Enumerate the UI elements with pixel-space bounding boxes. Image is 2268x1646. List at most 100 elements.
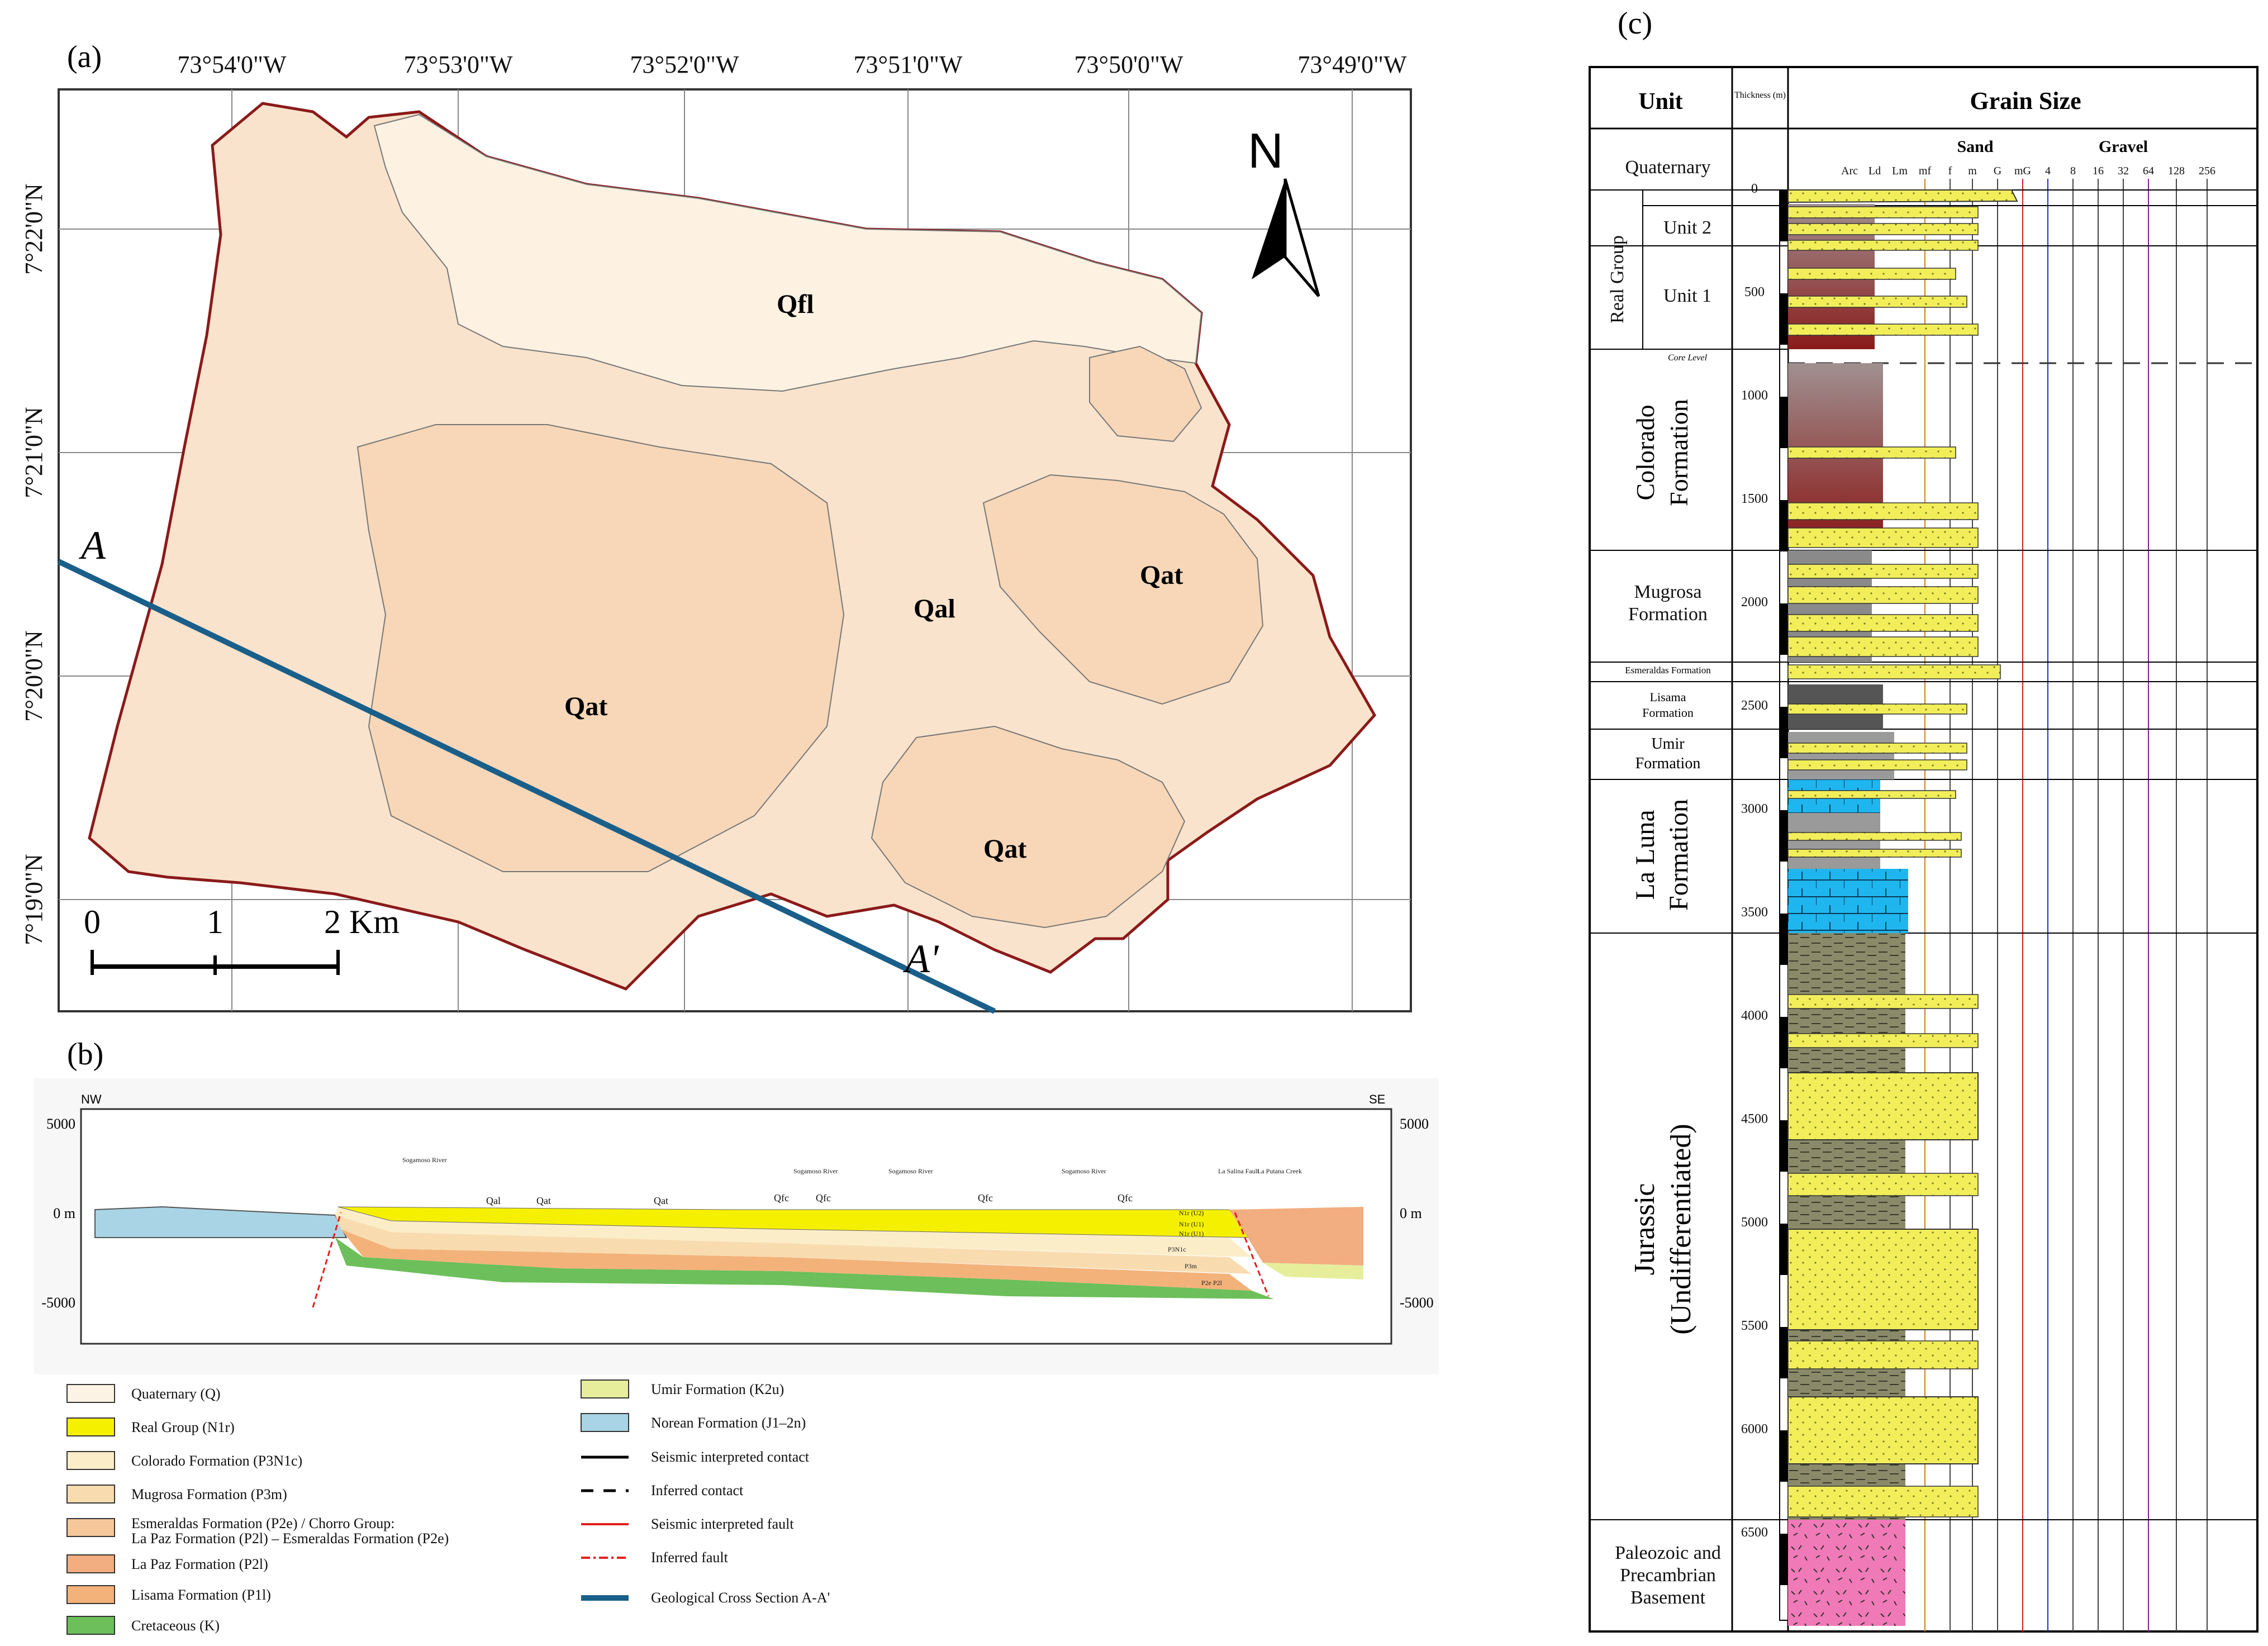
colorado-layer [335,1207,1252,1257]
qat-zone-west [356,424,845,872]
fault-label-1: La Salina Fault [1218,1167,1259,1175]
layer-label-1: N1r (U2) [1179,1209,1204,1217]
depth-4500: 4500 [1741,1112,1768,1126]
depth-5500: 5500 [1741,1319,1768,1333]
grain-tick-8: 8 [2070,165,2076,177]
core-level-label: Core Level [1668,353,1708,363]
lon-label-6: 73°49'0"W [1297,51,1406,78]
lith-jurassic-sand-1 [1787,1072,1979,1140]
grain-size-gridlines [1924,179,2208,1631]
legend-label-colorado: Colorado Formation (P3N1c) [131,1453,302,1469]
unit-lisama: Lisama [1650,690,1686,704]
legend-label-esmeraldas-2: La Paz Formation (P2l) – Esmeraldas Form… [131,1530,449,1547]
grain-tick-lm: Lm [1892,165,1908,177]
unit-labels: Quaternary Unit 2 Unit 1 Real Group Colo… [1607,157,1721,1608]
legend-label-la-paz: La Paz Formation (P2l) [131,1556,268,1572]
north-label: N [1248,123,1283,178]
inferred-fault-east [1234,1212,1269,1297]
lon-label-5: 73°50'0"W [1074,51,1183,78]
legend-right-column: Umir Formation (K2u) Norean Formation (J… [581,1379,830,1606]
legend-label-esmeraldas: Esmeraldas Formation (P2e) / Chorro Grou… [131,1515,395,1531]
depth-2000: 2000 [1741,595,1768,610]
latitude-labels: 7°22'0"N 7°21'0"N 7°20'0"N 7°19'0"N [20,183,47,945]
legend-label-lisama: Lisama Formation (P1l) [131,1587,271,1603]
inferred-fault-west [312,1212,342,1308]
lat-label-4: 7°19'0"N [20,854,47,945]
qat-zone-southeast [871,725,1186,929]
lith-jurassic-sand-2 [1787,1229,1979,1330]
grain-tick-256: 256 [2199,165,2215,177]
unit-basement-3: Basement [1630,1587,1706,1608]
left-tick-0: 0 m [53,1205,75,1221]
legend-label-norean: Norean Formation (J1–2n) [651,1415,806,1431]
header-thickness: Thickness (m) [1734,91,1786,100]
legend-swatch-quaternary [66,1384,115,1403]
se-label: SE [1369,1092,1385,1106]
unit-colorado-2: Formation [1665,399,1693,506]
lith-jurassic-sand-3 [1787,1396,1979,1464]
depth-1000: 1000 [1741,388,1768,403]
legend-swatch-mugrosa [66,1485,115,1504]
lon-label-4: 73°51'0"W [853,51,962,78]
legend-label-quaternary: Quaternary (Q) [131,1386,221,1402]
right-tick-minus5000: -5000 [1400,1295,1434,1311]
depth-6000: 6000 [1741,1422,1768,1436]
lith-quaternary [1787,189,2018,203]
lon-label-1: 73°54'0"W [177,51,286,78]
grain-tick-ld: Ld [1868,165,1881,177]
surface-label-qfc-4: Qfc [1118,1192,1133,1203]
unit-mugrosa: Mugrosa [1634,582,1702,602]
mugrosa-layer [335,1215,1252,1274]
unit-umir: Umir [1651,735,1685,753]
grain-tick-mf: mf [1919,165,1932,177]
lat-label-1: 7°22'0"N [20,183,47,274]
unit-umir-2: Formation [1635,755,1701,772]
legend-left-column: Quaternary (Q) Real Group (N1r) Colorado… [66,1384,449,1635]
legend-label-seismic-contact: Seismic interpreted contact [651,1449,810,1465]
legend-label-cross-section: Geological Cross Section A-A' [651,1590,830,1606]
right-tick-5000: 5000 [1400,1116,1429,1132]
legend-swatch-cretaceous [66,1616,115,1635]
river-label-1: Sogamoso River [793,1167,838,1175]
grain-tick-arc: Arc [1841,165,1858,177]
panel-label-a: (a) [67,40,102,74]
legend-swatch-real-group [66,1417,115,1436]
section-start-label: A [79,523,106,568]
left-tick-minus5000: -5000 [41,1295,75,1311]
unit-label-qfl: Qfl [777,289,814,319]
grain-tick-32: 32 [2118,165,2129,177]
grain-tick-f: f [1948,165,1952,177]
legend-swatch-la-paz [66,1554,115,1573]
unit-esmeraldas: Esmeraldas Formation [1625,665,1711,675]
legend-label-umir: Umir Formation (K2u) [651,1381,784,1397]
depth-1500: 1500 [1741,492,1768,506]
surface-label-qal: Qal [486,1195,501,1206]
left-tick-5000: 5000 [46,1116,75,1132]
layer-label-4: P3N1c [1168,1245,1186,1253]
depth-3000: 3000 [1741,802,1768,816]
la-paz-layer [1229,1207,1363,1266]
unit-colorado: Colorado [1631,405,1660,500]
depth-2500: 2500 [1741,698,1768,713]
legend-label-inferred-fault: Inferred fault [651,1549,729,1566]
layer-label-3: N1r (U1) [1179,1230,1204,1238]
unit-real-group: Real Group [1607,235,1628,324]
legend-swatch-esmeraldas [66,1518,115,1537]
unit-mugrosa-2: Formation [1628,604,1708,625]
lith-laluna-shale [1788,813,1880,869]
lith-laluna-limestone-2 [1788,869,1908,933]
north-arrow: N [1248,123,1320,297]
cross-section-line [57,559,996,1014]
unit-real-unit2: Unit 2 [1663,217,1711,238]
map-panel: (a) A A' Qfl Qal [20,40,1412,1014]
real-group-layer [337,1206,1253,1238]
grain-tick-64: 64 [2143,165,2154,177]
river-label-2: Sogamoso River [888,1167,933,1175]
legend-swatch-lisama [66,1585,115,1604]
layer-label-2: N1r (U1) [1179,1220,1204,1228]
unit-label-qal: Qal [914,594,955,624]
depth-scale-bar [1779,189,1789,1621]
river-label-4: Sogamoso River [402,1156,447,1164]
header-gravel: Gravel [2099,137,2148,156]
